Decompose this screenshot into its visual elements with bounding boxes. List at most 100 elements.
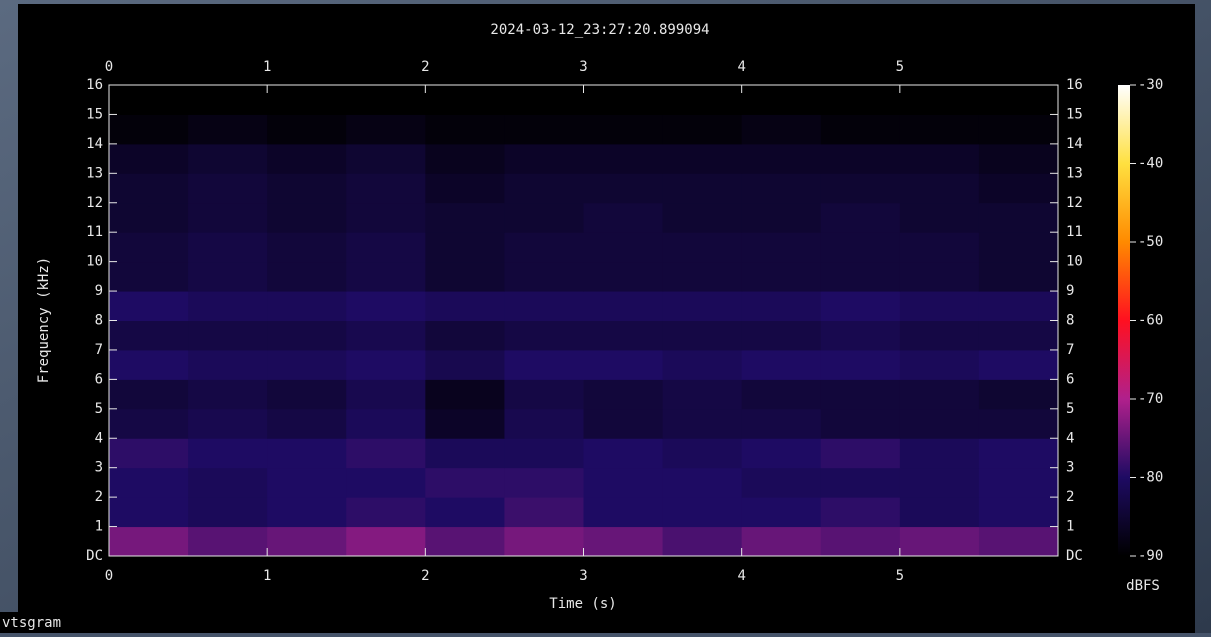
heatmap-cell <box>425 232 505 262</box>
heatmap-cell <box>267 173 347 203</box>
heatmap-cell <box>663 409 743 439</box>
heatmap-cell <box>109 497 189 527</box>
heatmap-cell <box>742 527 822 557</box>
heatmap-cell <box>188 85 268 115</box>
heatmap-cell <box>188 321 268 351</box>
heatmap-cell <box>584 232 664 262</box>
heatmap-cell <box>584 350 664 380</box>
heatmap-cell <box>584 438 664 468</box>
heatmap-cell <box>188 232 268 262</box>
heatmap-cell <box>425 262 505 292</box>
heatmap-cell <box>663 468 743 498</box>
y-tick-label: 4 <box>95 430 103 446</box>
heatmap-cell <box>584 497 664 527</box>
heatmap-cell <box>425 497 505 527</box>
heatmap-cell <box>504 438 584 468</box>
heatmap-cell <box>900 350 980 380</box>
heatmap-cell <box>663 232 743 262</box>
y-tick-label: 13 <box>86 165 103 181</box>
heatmap-cell <box>584 468 664 498</box>
heatmap-cell <box>504 379 584 409</box>
heatmap-cell <box>267 114 347 144</box>
heatmap-cell <box>900 203 980 233</box>
heatmap-cell <box>425 379 505 409</box>
heatmap-cell <box>663 85 743 115</box>
x-tick-label: 1 <box>263 568 271 584</box>
heatmap-cell <box>188 173 268 203</box>
y-tick-label-right: DC <box>1066 548 1083 564</box>
heatmap-cell <box>109 321 189 351</box>
heatmap-cell <box>900 114 980 144</box>
y-tick-label-right: 14 <box>1066 136 1083 152</box>
heatmap-cell <box>584 203 664 233</box>
heatmap-cell <box>742 262 822 292</box>
heatmap-cell <box>346 321 426 351</box>
x-tick-label: 5 <box>896 568 904 584</box>
heatmap-cell <box>188 114 268 144</box>
heatmap-cell <box>663 350 743 380</box>
y-tick-label: 12 <box>86 195 103 211</box>
heatmap-cell <box>979 291 1059 321</box>
x-tick-label-top: 0 <box>105 59 113 75</box>
heatmap-cell <box>821 527 901 557</box>
heatmap-cell <box>109 527 189 557</box>
colorbar-tick-label: -30 <box>1138 77 1163 93</box>
heatmap-cell <box>346 409 426 439</box>
y-tick-label: 16 <box>86 77 103 93</box>
heatmap-cell <box>188 497 268 527</box>
heatmap-cell <box>821 144 901 174</box>
heatmap-cell <box>742 350 822 380</box>
heatmap-cell <box>425 468 505 498</box>
heatmap-cell <box>504 527 584 557</box>
heatmap-cell <box>267 497 347 527</box>
heatmap-cell <box>584 527 664 557</box>
heatmap-cell <box>742 203 822 233</box>
y-tick-label: 11 <box>86 224 103 240</box>
heatmap-cell <box>267 468 347 498</box>
y-tick-label-right: 2 <box>1066 489 1074 505</box>
colorbar-tick-label: -40 <box>1138 156 1163 172</box>
heatmap-cell <box>584 321 664 351</box>
chart: 2024-03-12_23:27:20.899094 Time (s) Freq… <box>0 0 1211 633</box>
y-tick-label: 5 <box>95 401 103 417</box>
heatmap-cell <box>504 497 584 527</box>
heatmap-cell <box>346 438 426 468</box>
heatmap-cell <box>979 527 1059 557</box>
heatmap-cell <box>742 497 822 527</box>
heatmap-cell <box>821 438 901 468</box>
heatmap-cell <box>821 379 901 409</box>
heatmap-cell <box>267 379 347 409</box>
y-tick-label: 14 <box>86 136 103 152</box>
heatmap-cell <box>346 350 426 380</box>
heatmap-cell <box>979 321 1059 351</box>
colorbar-label: dBFS <box>1126 578 1160 594</box>
heatmap-cell <box>900 144 980 174</box>
heatmap-cell <box>425 114 505 144</box>
colorbar-tick-label: -90 <box>1138 548 1163 564</box>
heatmap-cell <box>821 232 901 262</box>
heatmap-cell <box>821 203 901 233</box>
heatmap-cell <box>425 350 505 380</box>
heatmap-cell <box>979 144 1059 174</box>
heatmap-cell <box>821 409 901 439</box>
heatmap-cell <box>821 321 901 351</box>
heatmap-cell <box>425 291 505 321</box>
y-tick-label-right: 8 <box>1066 313 1074 329</box>
y-tick-label-right: 13 <box>1066 165 1083 181</box>
x-tick-label: 2 <box>421 568 429 584</box>
heatmap-cell <box>188 144 268 174</box>
y-tick-label-right: 7 <box>1066 342 1074 358</box>
window-title: vtsgram <box>2 615 61 631</box>
y-tick-label-right: 6 <box>1066 371 1074 387</box>
heatmap-cell <box>663 144 743 174</box>
heatmap-cell <box>346 379 426 409</box>
heatmap-cell <box>821 497 901 527</box>
heatmap-cell <box>425 321 505 351</box>
y-tick-label: 6 <box>95 371 103 387</box>
heatmap-cell <box>504 321 584 351</box>
y-tick-label: 1 <box>95 519 103 535</box>
heatmap-cell <box>663 438 743 468</box>
y-tick-label: 15 <box>86 106 103 122</box>
x-tick-label: 3 <box>579 568 587 584</box>
heatmap-cell <box>663 379 743 409</box>
